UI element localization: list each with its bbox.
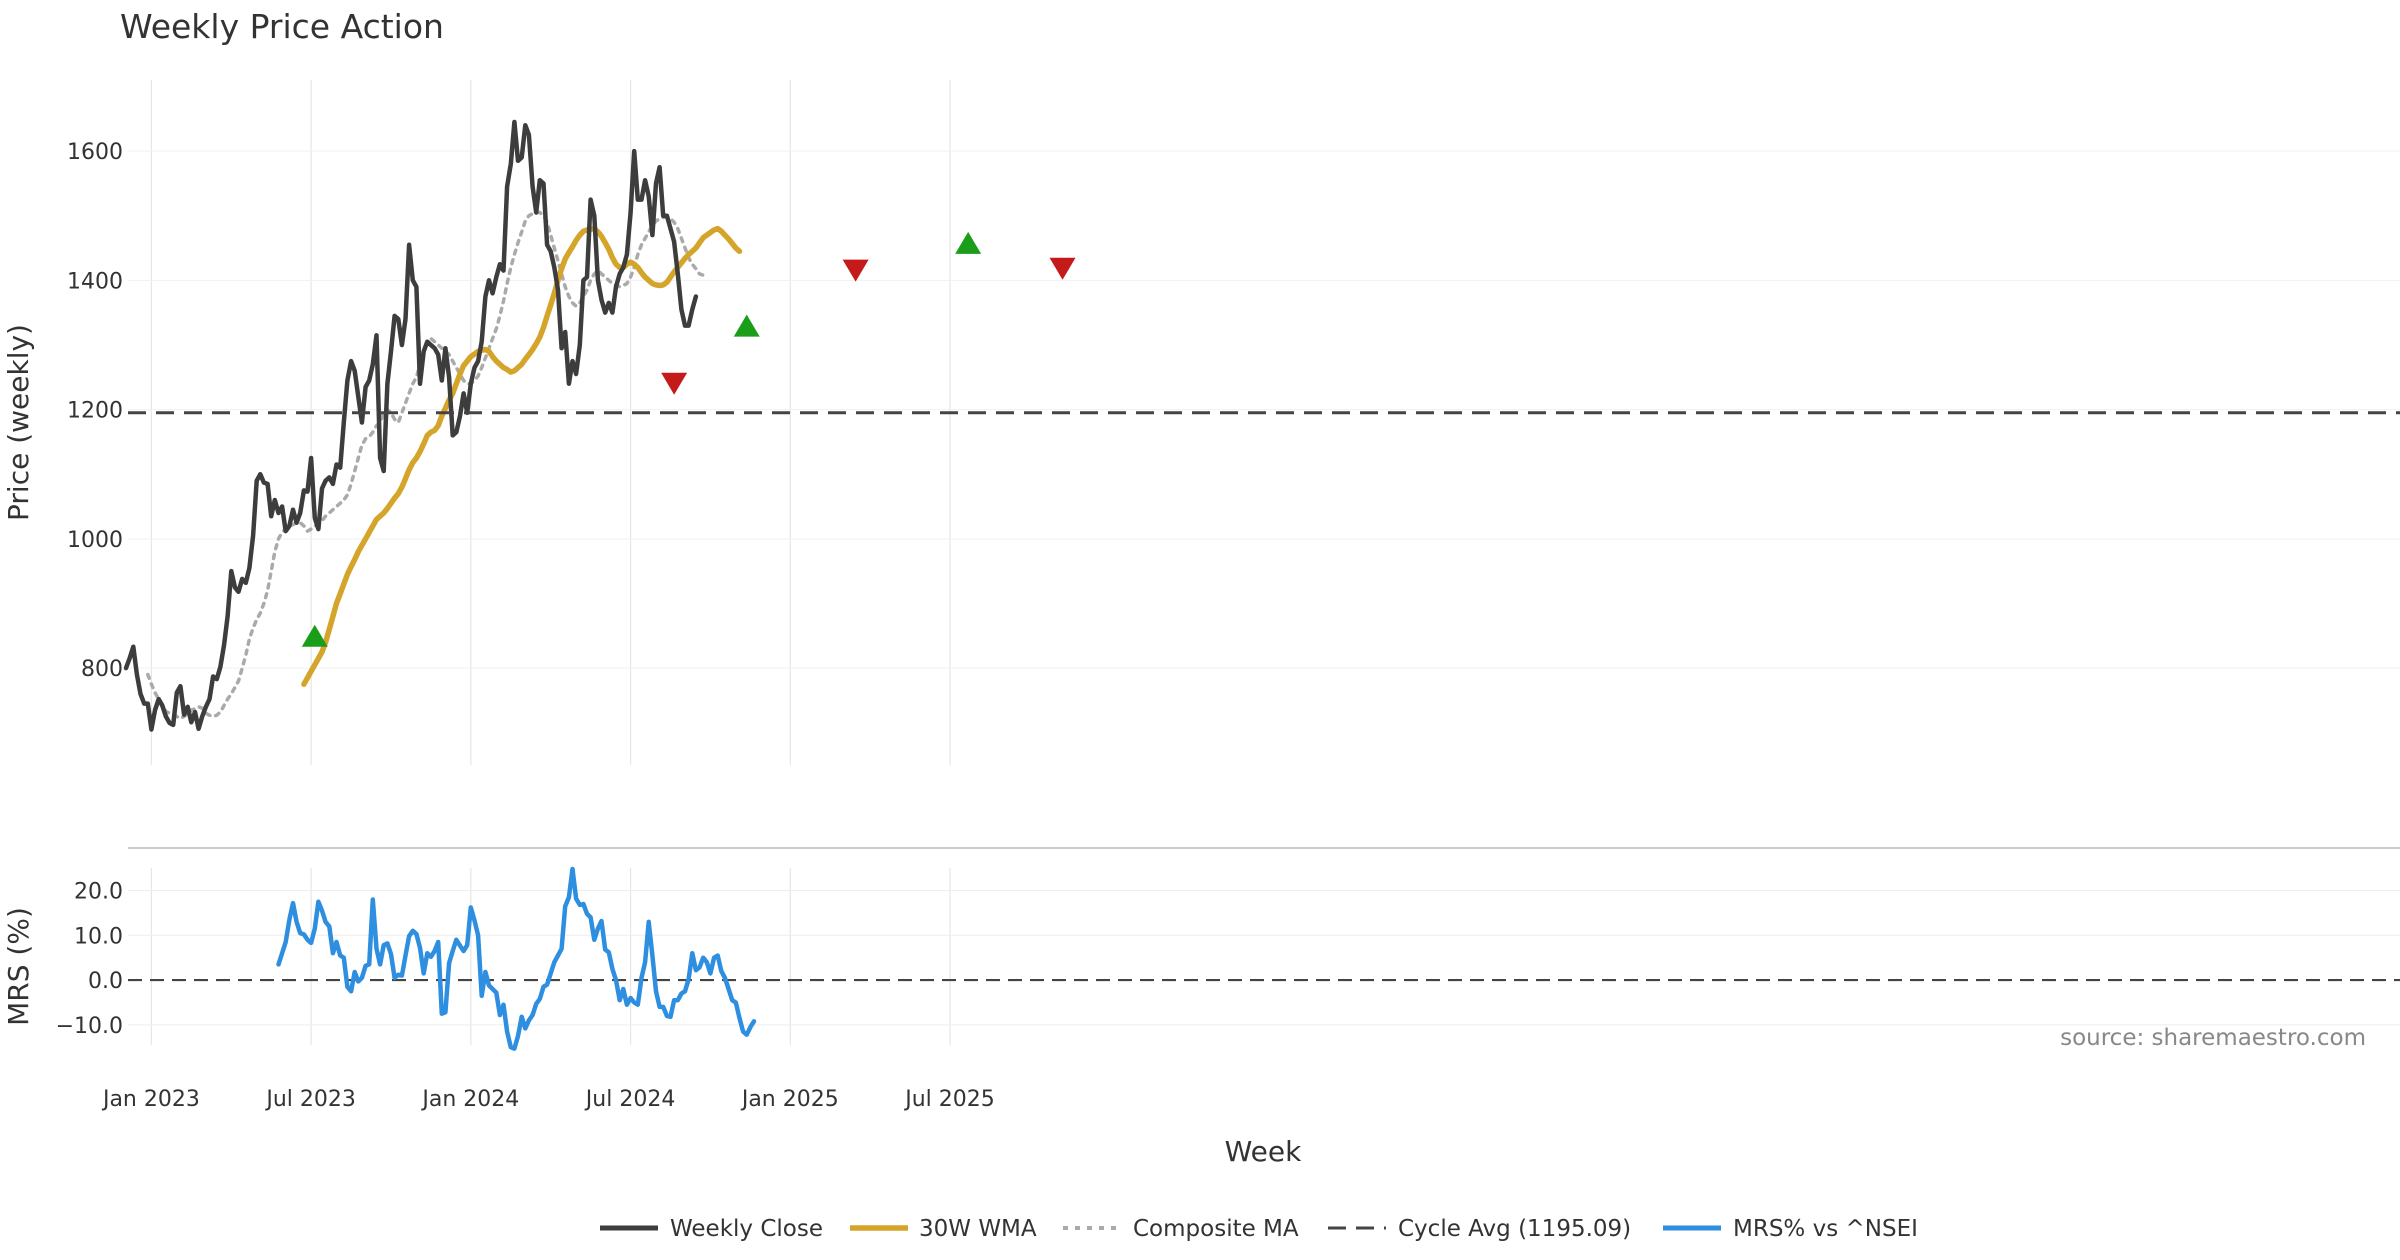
price-y-tick-label: 1200	[67, 399, 123, 424]
legend-mrs-label: MRS% vs ^NSEI	[1733, 1216, 1918, 1242]
mrs-y-tick-label: −10.0	[56, 1014, 123, 1039]
buy-signal-marker	[733, 314, 760, 337]
mrs-y-tick-label: 20.0	[74, 880, 123, 905]
mrs-y-tick-label: 0.0	[88, 969, 123, 994]
x-tick-label: Jul 2025	[903, 1087, 995, 1112]
price-y-tick-label: 800	[81, 657, 123, 682]
mrs-y-axis-title: MRS (%)	[2, 907, 35, 1026]
mrs-line	[276, 866, 757, 1051]
x-axis-title: Week	[1225, 1135, 1302, 1168]
legend-weekly-close-label: Weekly Close	[670, 1216, 823, 1242]
x-axis: Jan 2023 Jul 2023 Jan 2024 Jul 2024 Jan 2025…	[101, 1087, 995, 1112]
price-y-tick-label: 1000	[67, 528, 123, 553]
mrs-panel: 20.0 10.0 0.0 −10.0 MRS (%)	[2, 866, 2400, 1051]
legend-cycle-avg-label: Cycle Avg (1195.09)	[1398, 1216, 1631, 1242]
price-panel: 800 1000 1200 1400 1600 Price (weekly)	[2, 119, 2400, 732]
mrs-y-tick-label: 10.0	[74, 924, 123, 949]
wma-30w-line	[301, 225, 743, 687]
legend-composite-ma-label: Composite MA	[1133, 1216, 1299, 1242]
legend: Weekly Close 30W WMA Composite MA Cycle Avg…	[600, 1216, 1918, 1242]
chart-title: Weekly Price Action	[120, 7, 444, 46]
x-tick-label: Jul 2024	[584, 1087, 676, 1112]
price-y-tick-label: 1600	[67, 140, 123, 165]
x-tick-label: Jan 2025	[740, 1087, 839, 1112]
source-note: source: sharemaestro.com	[2060, 1025, 2366, 1051]
x-tick-label: Jul 2023	[264, 1087, 356, 1112]
buy-signal-marker	[955, 231, 982, 254]
x-tick-label: Jan 2023	[101, 1087, 200, 1112]
price-y-tick-label: 1400	[67, 269, 123, 294]
sell-signal-marker	[842, 259, 869, 282]
composite-ma-line	[146, 210, 705, 721]
buy-signal-marker	[301, 624, 328, 647]
price-y-axis-title: Price (weekly)	[2, 324, 35, 521]
sell-signal-marker	[1049, 257, 1076, 280]
sell-signal-marker	[661, 372, 688, 395]
legend-wma-label: 30W WMA	[919, 1216, 1037, 1242]
x-tick-label: Jan 2024	[420, 1087, 519, 1112]
weekly-close-line	[123, 119, 699, 732]
grid-layer	[128, 80, 2400, 1045]
